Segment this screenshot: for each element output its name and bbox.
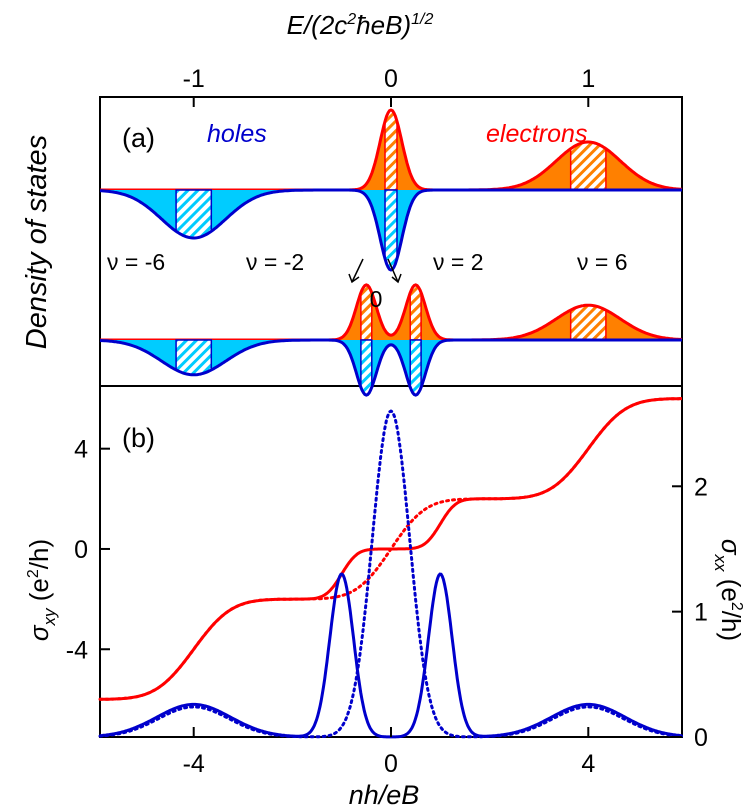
- upper-dos-hatch-band: [384, 189, 398, 271]
- x-tick-label: -4: [183, 750, 205, 778]
- panel-a-label: (a): [122, 123, 155, 153]
- sigma-xy-axis-label: σxy (e2/h): [24, 539, 59, 641]
- lower-dos-holes-line: [99, 338, 682, 397]
- top-tick-labels: -1 0 1: [183, 65, 595, 107]
- lower-dos-hatch-band: [360, 339, 373, 396]
- filling-label-2: ν = 2: [433, 249, 484, 275]
- sigma-xx-axis-label: σxx (e2/h): [711, 539, 746, 641]
- filling-label-minus2: ν = -2: [246, 249, 304, 275]
- upper-dos-hatch-band: [175, 189, 213, 239]
- x-tick-label: 4: [581, 750, 595, 778]
- split-arrows: [348, 258, 402, 284]
- top-tick-label: 0: [384, 65, 398, 93]
- right-tick-label: 2: [694, 473, 708, 501]
- series-sigma_xy_unsplit: [98, 397, 684, 701]
- filling-label-6: ν = 6: [577, 249, 628, 275]
- lower-dos-holes-fill: [100, 340, 682, 396]
- top-tick-label: -1: [183, 65, 205, 93]
- panel-b-tick-labels: -4 0 4 -4 0 4 0 1 2: [66, 436, 708, 778]
- lower-dos-electrons-fill: [100, 284, 682, 340]
- upper-dos-hatch-band: [384, 109, 398, 191]
- upper-dos-hatch-band: [569, 141, 607, 191]
- right-tick-label: 1: [694, 599, 708, 627]
- top-tick-label: 1: [581, 65, 595, 93]
- panel-b-label: (b): [122, 423, 155, 453]
- lower-dos-hatch-band: [409, 284, 422, 341]
- x-tick-label: 0: [384, 750, 398, 778]
- left-tick-label: 4: [74, 436, 88, 464]
- upper-dos-holes-line: [99, 188, 682, 272]
- top-axis-title: E/(2c2ħeB)1/2: [287, 10, 434, 40]
- left-tick-label: -4: [66, 636, 88, 664]
- lower-dos-hatch-band: [409, 339, 422, 396]
- x-axis-label: nh/eB: [349, 780, 420, 810]
- lower-dos-hatch-band: [175, 339, 213, 376]
- right-tick-label: 0: [694, 724, 708, 752]
- legend-electrons: electrons: [486, 120, 587, 148]
- series-sigma_xx_unsplit: [98, 409, 684, 739]
- legend-holes: holes: [207, 120, 267, 148]
- dos-axis-label: Density of states: [21, 135, 53, 349]
- panel-a-plot: [99, 108, 683, 397]
- left-tick-label: 0: [74, 536, 88, 564]
- lower-dos-hatch-band: [569, 304, 607, 341]
- filling-label-minus6: ν = -6: [107, 249, 165, 275]
- split-zero-label: 0: [370, 286, 383, 312]
- panel-b-plot: [98, 397, 684, 739]
